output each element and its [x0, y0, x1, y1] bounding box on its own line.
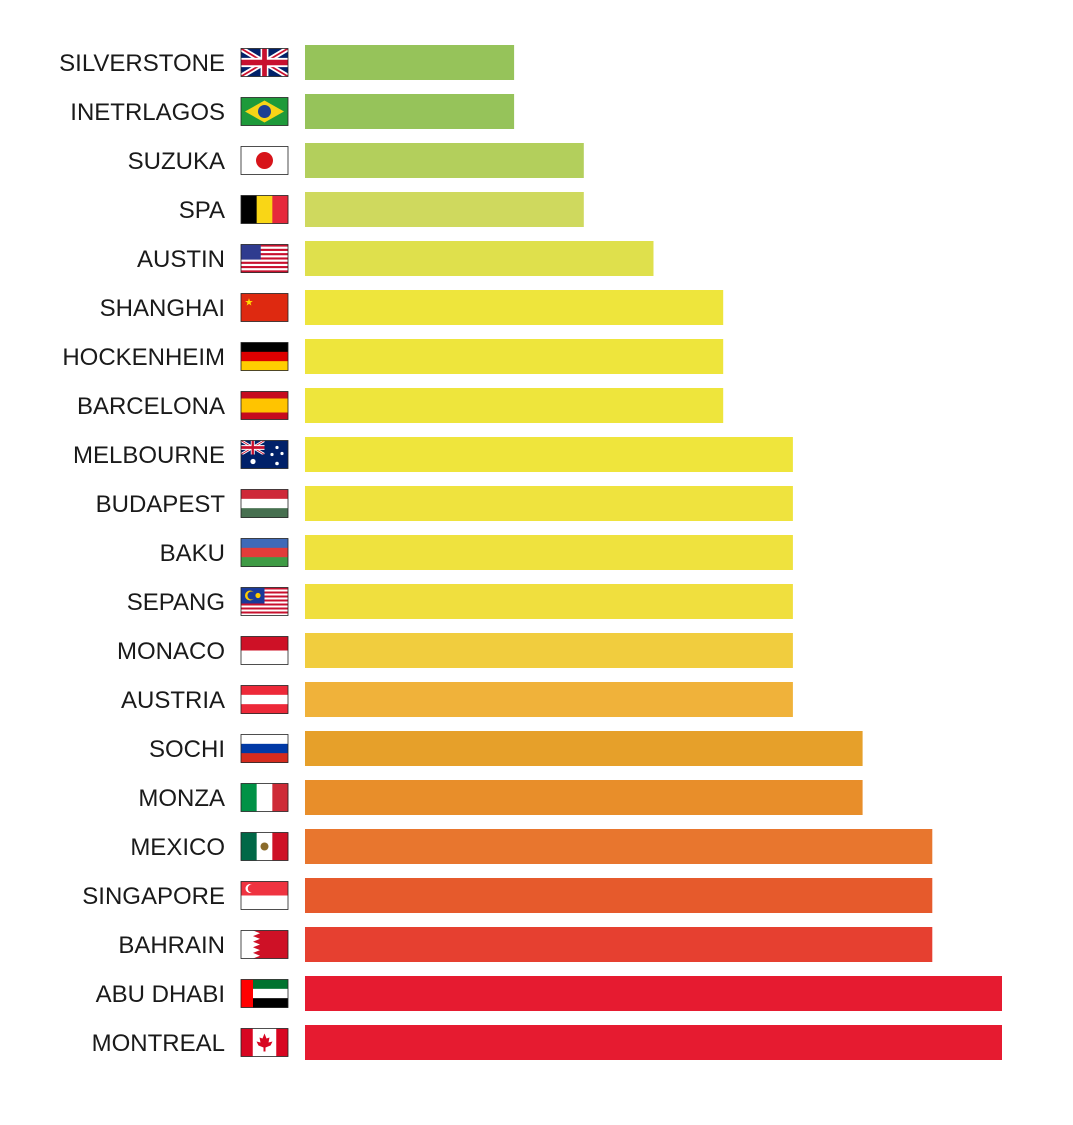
category-label: MONTREAL [92, 1030, 225, 1057]
singapore-flag-icon [240, 881, 289, 910]
japan-flag-icon [240, 146, 289, 175]
germany-flag-icon [240, 342, 289, 371]
category-label: AUSTRIA [121, 687, 225, 714]
bar [305, 731, 863, 766]
bar [305, 535, 793, 570]
category-label: MONZA [138, 785, 225, 812]
bar [305, 45, 515, 80]
flag-icons: ★ [240, 48, 289, 1057]
brazil-flag-icon [240, 97, 289, 126]
bar [305, 192, 584, 227]
bar [305, 1025, 1002, 1060]
category-label: SEPANG [127, 589, 225, 616]
australia-flag-icon [240, 440, 289, 469]
mexico-flag-icon [240, 832, 289, 861]
bar [305, 927, 933, 962]
svg-text:★: ★ [245, 298, 254, 309]
austria-flag-icon [240, 685, 289, 714]
bar [305, 829, 933, 864]
bar [305, 241, 654, 276]
category-label: BUDAPEST [96, 491, 226, 518]
category-label: SHANGHAI [100, 295, 225, 322]
bar [305, 878, 933, 913]
category-label: SUZUKA [128, 148, 225, 175]
bar [305, 94, 515, 129]
azerbaijan-flag-icon [240, 538, 289, 567]
bahrain-flag-icon [240, 930, 289, 959]
category-label: MELBOURNE [73, 442, 225, 469]
category-label: SOCHI [149, 736, 225, 763]
category-label: MONACO [117, 638, 225, 665]
canada-flag-icon [240, 1028, 289, 1057]
malaysia-flag-icon [240, 587, 289, 616]
bars [305, 45, 1002, 1060]
hungary-flag-icon [240, 489, 289, 518]
category-label: BARCELONA [77, 393, 225, 420]
spain-flag-icon [240, 391, 289, 420]
bar [305, 290, 724, 325]
bar [305, 339, 724, 374]
category-label: INETRLAGOS [70, 99, 225, 126]
uae-flag-icon [240, 979, 289, 1008]
category-label: SILVERSTONE [59, 50, 225, 77]
belgium-flag-icon [240, 195, 289, 224]
bar [305, 633, 793, 668]
category-label: MEXICO [130, 834, 225, 861]
bar [305, 780, 863, 815]
monaco-flag-icon [240, 636, 289, 665]
category-labels: SILVERSTONE INETRLAGOS SUZUKA SPA AUSTIN SHAN… [59, 50, 225, 1057]
bar [305, 437, 793, 472]
usa-flag-icon [240, 244, 289, 273]
bar [305, 976, 1002, 1011]
category-label: SINGAPORE [82, 883, 225, 910]
bar [305, 682, 793, 717]
russia-flag-icon [240, 734, 289, 763]
category-label: SPA [179, 197, 225, 224]
bar [305, 486, 793, 521]
china-flag-icon: ★ [240, 293, 289, 322]
bar [305, 388, 724, 423]
bar [305, 143, 584, 178]
category-label: AUSTIN [137, 246, 225, 273]
category-label: BAHRAIN [118, 932, 225, 959]
italy-flag-icon [240, 783, 289, 812]
uk-flag-icon [240, 48, 289, 77]
category-label: HOCKENHEIM [62, 344, 225, 371]
bar [305, 584, 793, 619]
category-label: ABU DHABI [96, 981, 225, 1008]
category-label: BAKU [160, 540, 225, 567]
